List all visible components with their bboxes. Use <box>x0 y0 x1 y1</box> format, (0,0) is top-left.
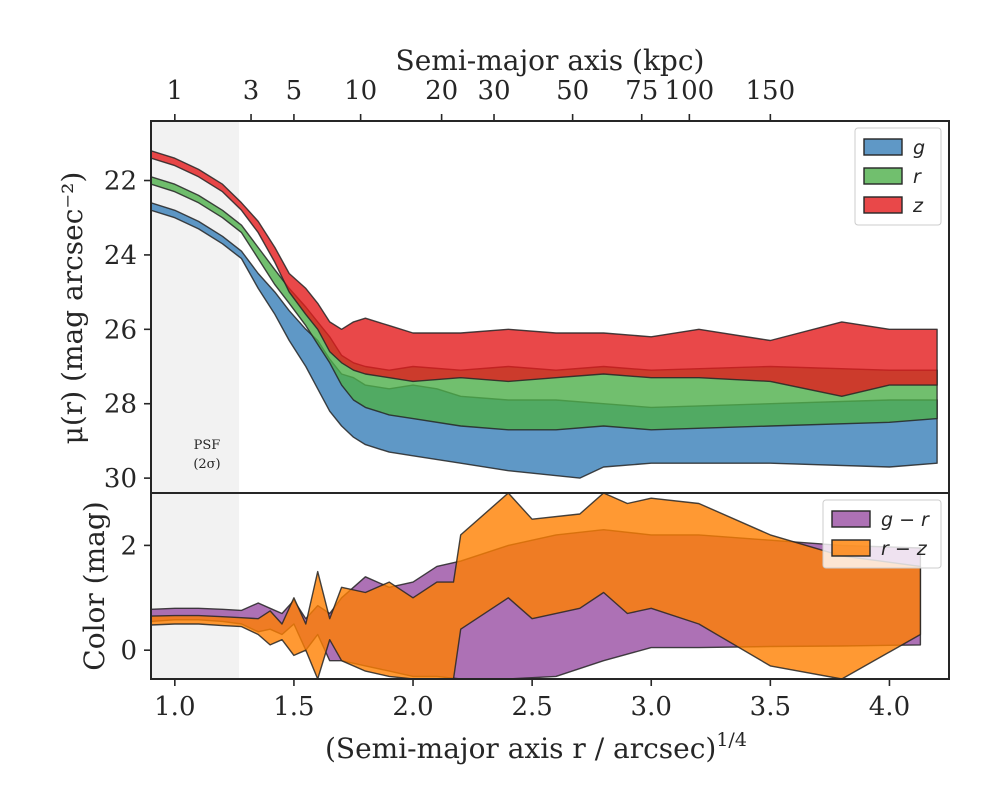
psf-band-lower <box>151 493 240 679</box>
x-tick-label: 3.0 <box>631 692 672 722</box>
y-tick-label: 2 <box>120 531 137 561</box>
x-tick-label: 2.5 <box>511 692 552 722</box>
x-tick-label: 3.5 <box>750 692 791 722</box>
top-kpc-axis: 1 3 5 10 20 30 50 75 100 150 <box>167 76 796 121</box>
legend-colors: g − r r − z <box>822 499 942 569</box>
legend-bands: grz <box>854 127 942 226</box>
top-tick-label: 150 <box>746 76 796 106</box>
surface-brightness-series <box>151 150 938 479</box>
y-tick-label: 28 <box>104 390 137 420</box>
x-tick-label: 2.0 <box>392 692 433 722</box>
panel-frame-bottom <box>150 492 950 680</box>
top-tick-label: 1 <box>167 76 184 106</box>
legend-label-r_minus_z: r − z <box>881 538 928 560</box>
y-axis-label-bottom: Color (mag) <box>78 501 111 670</box>
x-tick-label: 1.5 <box>273 692 314 722</box>
legend-swatch-z <box>863 196 903 214</box>
psf-label-line1: PSF <box>194 438 221 453</box>
color-panel: 02 Color (mag) 1.0 1.5 2.0 2.5 3.0 3.5 4.0 (Se… <box>78 492 950 765</box>
top-tick-label: 30 <box>477 76 510 106</box>
y-tick-label: 22 <box>104 167 137 197</box>
legend-label-g: g <box>913 137 925 159</box>
legend-label-r: r <box>913 166 922 188</box>
top-tick-label: 50 <box>556 76 589 106</box>
x-axis-label: (Semi-major axis r / arcsec)1/4 <box>325 729 747 765</box>
y-tick-label: 26 <box>104 315 137 345</box>
x-axis-label-superscript: 1/4 <box>716 729 747 751</box>
band-z <box>151 150 938 397</box>
legend-swatch-g <box>863 138 903 156</box>
y-tick-label: 30 <box>104 464 137 494</box>
top-tick-label: 100 <box>665 76 715 106</box>
x-tick-label: 4.0 <box>869 692 910 722</box>
y-axis-ticks-top: 22 24 26 28 30 <box>104 167 151 494</box>
y-tick-label: 24 <box>104 241 137 271</box>
x-axis-label-text: (Semi-major axis r / arcsec) <box>325 732 716 765</box>
top-tick-label: 75 <box>625 76 658 106</box>
x-tick-label: 1.0 <box>154 692 195 722</box>
legend-swatch-r_minus_z <box>831 539 871 557</box>
y-tick-label: 0 <box>120 636 137 666</box>
top-axis-title: Semi-major axis (kpc) <box>396 44 705 77</box>
legend-label-g_minus_r: g − r <box>881 509 930 531</box>
color-series <box>151 493 922 679</box>
x-axis-ticks: 1.0 1.5 2.0 2.5 3.0 3.5 4.0 <box>154 679 910 722</box>
band-r_minus_z <box>151 493 922 679</box>
psf-label-line2: (2σ) <box>193 457 220 472</box>
y-axis-ticks-bottom: 02 <box>120 531 151 666</box>
legend-swatch-r <box>863 167 903 185</box>
legend-swatch-g_minus_r <box>831 510 871 528</box>
top-tick-label: 5 <box>286 76 303 106</box>
legend-label-z: z <box>912 195 924 217</box>
y-axis-label-top: μ(r) (mag arcsec⁻²) <box>56 172 89 445</box>
top-tick-label: 3 <box>243 76 260 106</box>
top-tick-label: 20 <box>425 76 458 106</box>
top-tick-label: 10 <box>344 76 377 106</box>
